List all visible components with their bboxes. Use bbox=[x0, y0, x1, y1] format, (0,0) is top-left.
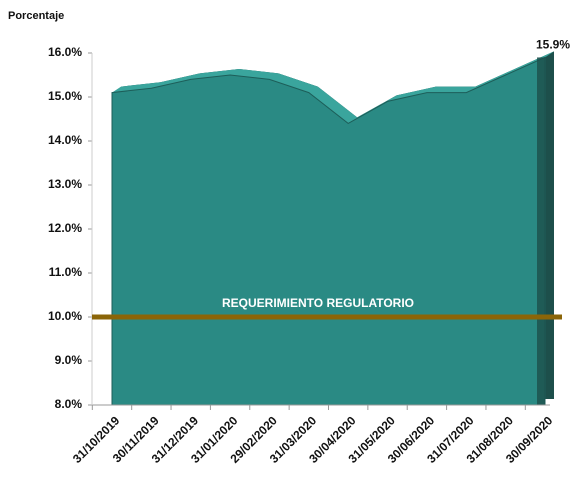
value-label: 15.9% bbox=[536, 38, 570, 52]
area-shade bbox=[537, 57, 545, 406]
y-tick-label: 12.0% bbox=[48, 221, 82, 235]
y-tick-label: 8.0% bbox=[55, 397, 83, 411]
area bbox=[111, 56, 546, 406]
y-tick-label: 10.0% bbox=[48, 309, 82, 323]
y-axis-label: Porcentaje bbox=[8, 10, 64, 22]
reference-label: REQUERIMIENTO REGULATORIO bbox=[222, 296, 414, 310]
y-tick-label: 16.0% bbox=[48, 45, 82, 59]
y-tick-label: 13.0% bbox=[48, 177, 82, 191]
y-tick-label: 14.0% bbox=[48, 133, 82, 147]
y-tick-label: 15.0% bbox=[48, 89, 82, 103]
y-tick-label: 9.0% bbox=[55, 353, 83, 367]
y-tick-label: 11.0% bbox=[49, 265, 83, 279]
area-top bbox=[112, 51, 554, 124]
